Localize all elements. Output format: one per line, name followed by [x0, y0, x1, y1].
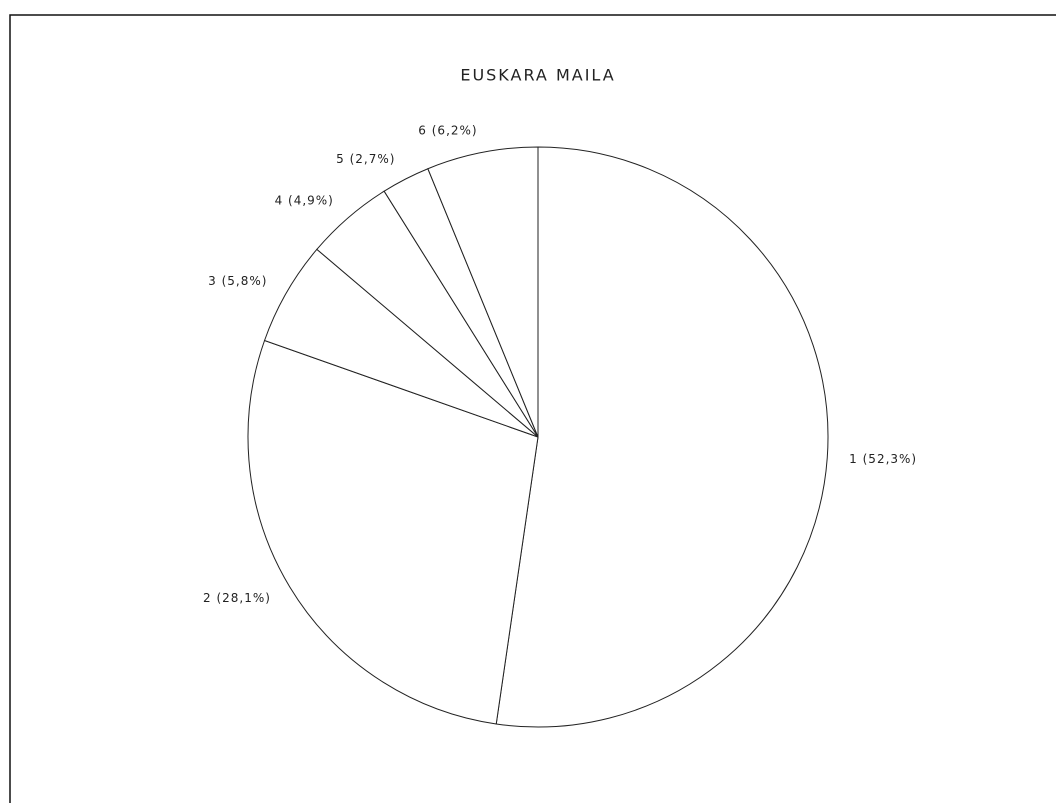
slice-label: 2 (28,1%)	[203, 591, 271, 605]
slice-label: 6 (6,2%)	[418, 123, 477, 137]
pie-slice	[247, 339, 539, 725]
chart-title: EUSKARA MAILA	[460, 66, 615, 85]
pie-slice	[427, 146, 539, 438]
slice-label: 3 (5,8%)	[208, 274, 267, 288]
pie-slice	[495, 146, 829, 728]
slice-label: 4 (4,9%)	[275, 194, 334, 208]
slice-label: 5 (2,7%)	[336, 152, 395, 166]
slice-label: 1 (52,3%)	[849, 452, 917, 466]
frame	[9, 14, 1056, 803]
